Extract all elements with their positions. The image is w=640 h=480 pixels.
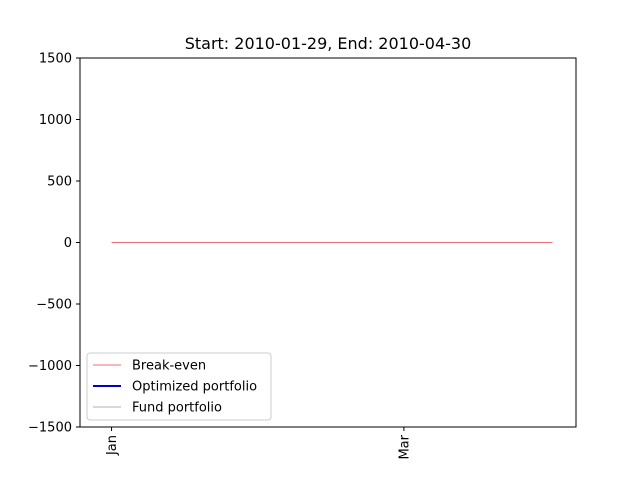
legend-label: Break-even bbox=[132, 359, 206, 374]
legend-box bbox=[86, 352, 272, 421]
legend-label: Fund portfolio bbox=[132, 401, 222, 416]
x-tick-label: Mar bbox=[397, 434, 412, 459]
chart-title: Start: 2010-01-29, End: 2010-04-30 bbox=[185, 34, 472, 53]
y-tick-label: −1000 bbox=[28, 359, 72, 374]
y-axis: −1500 −1000 −500 0 500 1000 1500 bbox=[28, 52, 80, 436]
y-tick-label: 1000 bbox=[39, 113, 72, 128]
y-tick-label: 1500 bbox=[39, 52, 72, 67]
legend: Break-even Optimized portfolio Fund portfo… bbox=[86, 352, 272, 421]
legend-label: Optimized portfolio bbox=[132, 380, 257, 395]
y-tick-label: −1500 bbox=[28, 421, 72, 436]
y-tick-label: 0 bbox=[64, 236, 72, 251]
y-tick-label: −500 bbox=[36, 298, 72, 313]
x-axis: Jan Mar bbox=[105, 427, 412, 460]
plot-frame bbox=[79, 57, 577, 428]
y-tick-label: 500 bbox=[47, 175, 72, 190]
x-tick-label: Jan bbox=[105, 435, 120, 456]
